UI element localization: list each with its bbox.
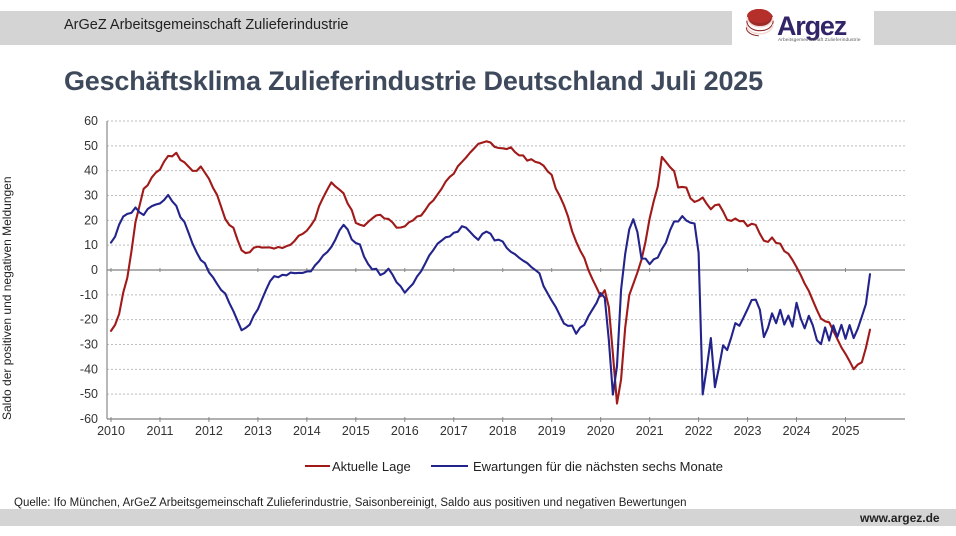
svg-text:-50: -50 [80,387,98,401]
svg-text:60: 60 [84,114,98,128]
svg-text:-60: -60 [80,412,98,426]
svg-text:-20: -20 [80,313,98,327]
svg-text:2014: 2014 [293,424,321,438]
svg-text:-10: -10 [80,288,98,302]
svg-text:2021: 2021 [636,424,664,438]
svg-text:30: 30 [84,189,98,203]
svg-text:0: 0 [91,263,98,277]
svg-text:2016: 2016 [391,424,419,438]
svg-text:2022: 2022 [685,424,713,438]
svg-text:2017: 2017 [440,424,468,438]
svg-text:50: 50 [84,139,98,153]
svg-text:2010: 2010 [97,424,125,438]
svg-text:2025: 2025 [832,424,860,438]
svg-text:2013: 2013 [244,424,272,438]
svg-text:2015: 2015 [342,424,370,438]
svg-text:10: 10 [84,238,98,252]
svg-text:2012: 2012 [195,424,223,438]
svg-text:40: 40 [84,164,98,178]
svg-text:2019: 2019 [538,424,566,438]
svg-text:2018: 2018 [489,424,517,438]
svg-text:2023: 2023 [734,424,762,438]
svg-text:2020: 2020 [587,424,615,438]
svg-text:2011: 2011 [147,424,174,438]
svg-text:20: 20 [84,213,98,227]
svg-text:-40: -40 [80,362,98,376]
svg-text:-30: -30 [80,338,98,352]
svg-text:2024: 2024 [783,424,811,438]
